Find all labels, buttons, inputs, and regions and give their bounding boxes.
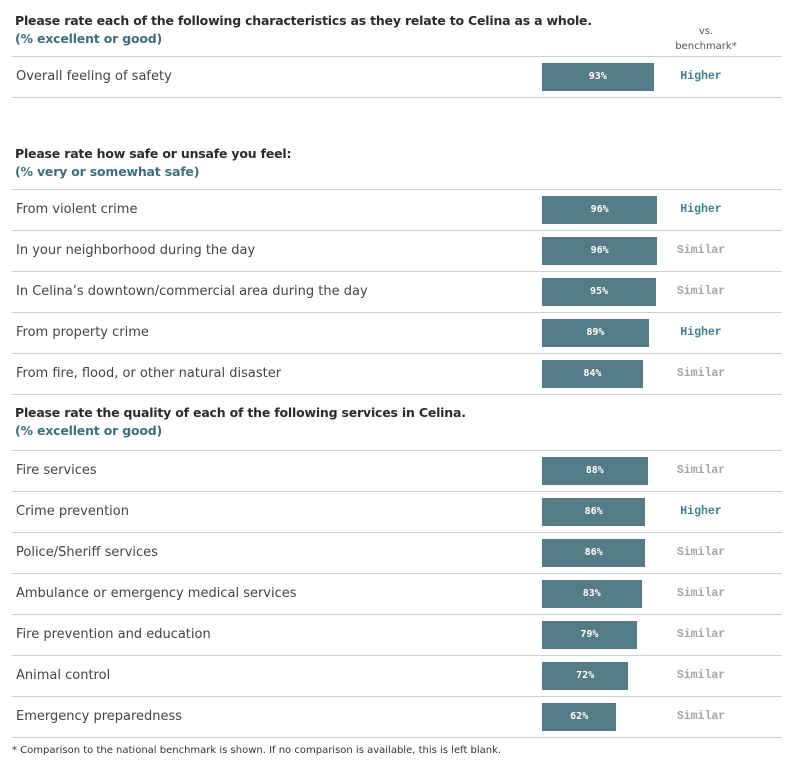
- percent-bar: 84%: [542, 360, 643, 388]
- question-title: Please rate the quality of each of the f…: [15, 405, 466, 420]
- table-row: Fire services 88% Similar: [12, 451, 782, 492]
- benchmark-column-header: vs. benchmark*: [662, 24, 750, 54]
- table-row: Overall feeling of safety 93% Higher: [12, 57, 782, 98]
- benchmark-comparison: Similar: [676, 628, 726, 641]
- benchmark-comparison: Similar: [676, 464, 726, 477]
- percent-bar: 79%: [542, 621, 637, 649]
- table-row: From fire, flood, or other natural disas…: [12, 354, 782, 395]
- section-safety: Please rate how safe or unsafe you feel:…: [12, 145, 782, 395]
- rows: From violent crime 96% Higher In your nei…: [12, 189, 782, 395]
- row-label: Fire services: [16, 463, 97, 478]
- table-row: Animal control 72% Similar: [12, 656, 782, 697]
- row-label: Crime prevention: [16, 504, 129, 519]
- question-subtitle: (% excellent or good): [15, 31, 162, 46]
- percent-bar: 88%: [542, 457, 648, 485]
- section-header: Please rate each of the following charac…: [12, 12, 782, 56]
- benchmark-comparison: Higher: [680, 326, 722, 339]
- table-row: Crime prevention 86% Higher: [12, 492, 782, 533]
- percent-bar: 95%: [542, 278, 656, 306]
- row-label: Fire prevention and education: [16, 627, 211, 642]
- percent-bar: 89%: [542, 319, 649, 347]
- table-row: Ambulance or emergency medical services …: [12, 574, 782, 615]
- row-label: Ambulance or emergency medical services: [16, 586, 297, 601]
- row-label: Animal control: [16, 668, 111, 683]
- benchmark-comparison: Higher: [680, 505, 722, 518]
- percent-bar: 83%: [542, 580, 642, 608]
- benchmark-comparison: Higher: [680, 70, 722, 83]
- table-row: From property crime 89% Higher: [12, 313, 782, 354]
- benchmark-comparison: Similar: [676, 587, 726, 600]
- percent-bar: 96%: [542, 237, 658, 265]
- benchmark-comparison: Similar: [676, 285, 726, 298]
- rows: Fire services 88% Similar Crime preventio…: [12, 450, 782, 738]
- benchmark-comparison: Similar: [676, 710, 726, 723]
- row-label: In your neighborhood during the day: [16, 243, 256, 258]
- section-header: Please rate how safe or unsafe you feel:…: [12, 145, 782, 189]
- benchmark-comparison: Similar: [676, 546, 726, 559]
- percent-bar: 96%: [542, 196, 658, 224]
- row-label: Emergency preparedness: [16, 709, 183, 724]
- question-title: Please rate each of the following charac…: [15, 13, 592, 28]
- percent-bar: 72%: [542, 662, 629, 690]
- table-row: Emergency preparedness 62% Similar: [12, 697, 782, 738]
- section-services: Please rate the quality of each of the f…: [12, 404, 782, 738]
- table-row: Fire prevention and education 79% Simila…: [12, 615, 782, 656]
- row-label: From fire, flood, or other natural disas…: [16, 366, 282, 381]
- percent-bar: 86%: [542, 539, 646, 567]
- row-label: From property crime: [16, 325, 149, 340]
- rows: Overall feeling of safety 93% Higher: [12, 56, 782, 98]
- percent-bar: 86%: [542, 498, 646, 526]
- table-row: In your neighborhood during the day 96% …: [12, 231, 782, 272]
- question-subtitle: (% excellent or good): [15, 423, 162, 438]
- percent-bar: 62%: [542, 703, 617, 731]
- table-row: Police/Sheriff services 86% Similar: [12, 533, 782, 574]
- benchmark-comparison: Higher: [680, 203, 722, 216]
- table-row: From violent crime 96% Higher: [12, 190, 782, 231]
- question-title: Please rate how safe or unsafe you feel:: [15, 146, 292, 161]
- percent-bar: 93%: [542, 63, 654, 91]
- row-label: Overall feeling of safety: [16, 69, 172, 84]
- footnote: * Comparison to the national benchmark i…: [12, 745, 502, 756]
- section-overall: Please rate each of the following charac…: [12, 12, 782, 98]
- row-label: Police/Sheriff services: [16, 545, 158, 560]
- row-label: In Celina’s downtown/commercial area dur…: [16, 284, 368, 299]
- section-header: Please rate the quality of each of the f…: [12, 404, 782, 450]
- table-row: In Celina’s downtown/commercial area dur…: [12, 272, 782, 313]
- benchmark-header-line2: benchmark*: [675, 41, 737, 52]
- benchmark-comparison: Similar: [676, 244, 726, 257]
- benchmark-comparison: Similar: [676, 367, 726, 380]
- benchmark-comparison: Similar: [676, 669, 726, 682]
- question-subtitle: (% very or somewhat safe): [15, 164, 200, 179]
- benchmark-header-line1: vs.: [698, 26, 714, 37]
- row-label: From violent crime: [16, 202, 138, 217]
